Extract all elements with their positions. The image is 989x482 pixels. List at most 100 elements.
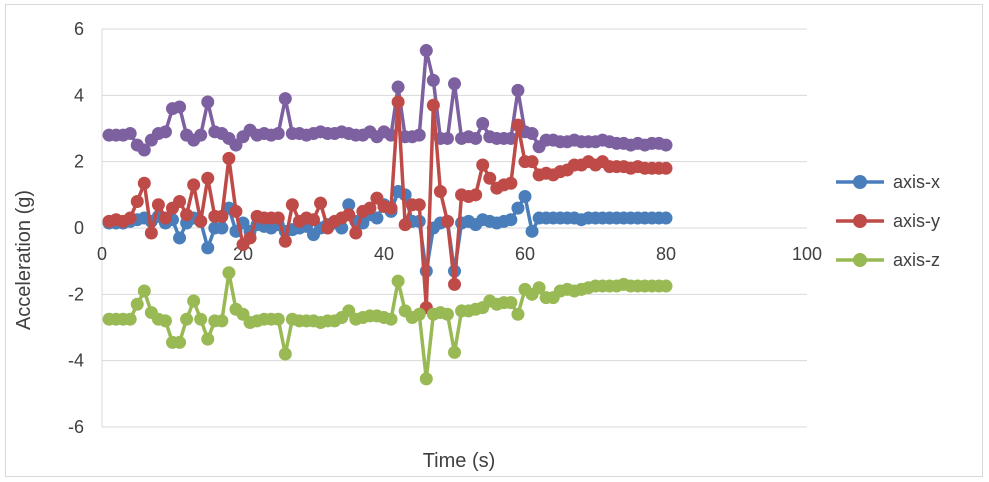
data-point <box>440 131 454 145</box>
legend-marker <box>853 175 867 189</box>
data-point <box>659 138 673 152</box>
x-tick-label: 0 <box>97 244 107 264</box>
data-point <box>469 188 483 202</box>
data-point <box>433 185 447 199</box>
legend-label: axis-y <box>893 211 940 231</box>
legend: axis-x axis-y axis-z <box>836 172 940 270</box>
data-point <box>215 221 229 235</box>
legend-label: axis-z <box>893 250 940 270</box>
data-point <box>511 201 525 215</box>
data-point <box>215 314 229 328</box>
data-point <box>158 314 172 328</box>
data-point <box>398 218 412 232</box>
data-point <box>222 151 236 165</box>
series-series-3 <box>102 44 673 157</box>
data-point <box>391 80 405 94</box>
data-point <box>476 158 490 172</box>
data-point <box>504 176 518 190</box>
data-point <box>137 284 151 298</box>
data-point <box>419 44 433 58</box>
data-point <box>412 307 426 321</box>
data-point <box>426 98 440 112</box>
data-point <box>342 208 356 222</box>
x-tick-label: 60 <box>515 244 535 264</box>
data-point <box>384 201 398 215</box>
data-point <box>426 73 440 87</box>
data-point <box>448 345 461 359</box>
legend-marker <box>853 214 867 228</box>
data-point <box>173 100 187 114</box>
data-point <box>504 131 518 145</box>
data-point <box>476 117 490 131</box>
data-point <box>659 161 673 175</box>
series-axis-y <box>102 95 673 315</box>
x-axis-ticks: 0 20 40 60 80 100 <box>97 244 822 264</box>
data-point <box>151 198 165 212</box>
y-axis-ticks: -6 -4 -2 0 2 4 6 <box>68 19 84 437</box>
data-point <box>440 307 454 321</box>
data-point <box>123 312 137 326</box>
data-point <box>448 77 461 91</box>
data-point <box>229 204 243 218</box>
data-point <box>525 126 539 140</box>
data-point <box>659 279 673 293</box>
y-tick-label: 2 <box>74 152 84 172</box>
legend-item: axis-z <box>836 250 940 270</box>
data-point <box>469 131 483 145</box>
data-point <box>285 198 299 212</box>
data-point <box>349 226 363 240</box>
data-point <box>314 196 328 210</box>
data-point <box>659 211 673 225</box>
y-tick-label: -4 <box>68 351 84 371</box>
data-point <box>201 95 215 109</box>
x-axis-title: Time (s) <box>423 450 496 472</box>
data-point <box>518 189 532 203</box>
data-point <box>187 294 201 308</box>
data-point <box>173 194 187 208</box>
data-point <box>137 143 151 157</box>
data-point <box>525 224 539 238</box>
data-point <box>187 178 201 192</box>
x-tick-label: 20 <box>233 244 253 264</box>
data-point <box>363 201 377 215</box>
data-point <box>144 226 158 240</box>
data-point <box>504 296 518 310</box>
y-tick-label: 0 <box>74 218 84 238</box>
data-point <box>158 125 172 139</box>
data-point <box>384 312 398 326</box>
y-tick-label: -6 <box>68 417 84 437</box>
data-point <box>271 126 285 140</box>
data-point <box>158 211 172 225</box>
legend-marker <box>853 253 867 267</box>
data-point <box>222 266 236 280</box>
chart-frame <box>5 4 983 477</box>
data-point <box>448 277 461 291</box>
data-point <box>215 209 229 223</box>
data-point <box>123 211 137 225</box>
legend-item: axis-y <box>836 211 940 231</box>
data-point <box>532 281 546 295</box>
data-point <box>342 198 356 212</box>
data-point <box>278 347 292 361</box>
legend-item: axis-x <box>836 172 940 192</box>
data-point <box>278 92 292 106</box>
data-point <box>412 128 426 142</box>
data-point <box>180 208 194 222</box>
data-point <box>307 213 320 227</box>
data-point <box>370 211 384 225</box>
data-point <box>201 332 215 346</box>
data-point <box>511 118 525 132</box>
data-point <box>278 234 292 248</box>
data-point <box>511 83 525 97</box>
series-axis-z <box>102 266 673 386</box>
data-point <box>201 241 215 255</box>
y-axis-title: Acceleration (g) <box>13 190 35 330</box>
data-point <box>173 231 187 245</box>
data-point <box>511 307 525 321</box>
data-point <box>201 171 215 185</box>
data-point <box>123 126 137 140</box>
data-point <box>271 312 285 326</box>
data-point <box>137 176 151 190</box>
data-point <box>243 231 257 245</box>
